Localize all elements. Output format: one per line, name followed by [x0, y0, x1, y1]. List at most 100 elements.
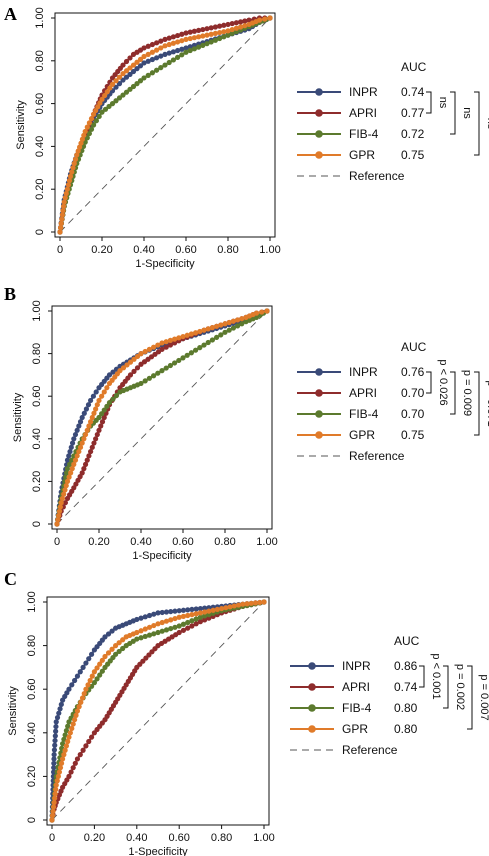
data-point: [146, 346, 152, 352]
data-point: [81, 690, 87, 697]
data-point: [142, 378, 148, 384]
data-point: [62, 195, 68, 201]
data-point: [57, 706, 63, 712]
data-point: [127, 86, 133, 92]
data-point: [187, 35, 193, 42]
data-point: [84, 457, 90, 463]
data-point: [63, 728, 70, 734]
data-point: [113, 392, 120, 399]
x-tick-label: 0.40: [133, 244, 154, 256]
data-point: [124, 362, 130, 368]
comparison-label: ns: [485, 118, 489, 130]
data-point: [221, 34, 227, 40]
data-point: [202, 617, 208, 623]
y-axis-title: Sensitivity: [12, 392, 24, 442]
data-point: [96, 113, 102, 120]
data-point: [67, 730, 73, 736]
data-point: [155, 621, 161, 627]
data-point: [99, 668, 105, 674]
comparison-bracket: [450, 91, 456, 135]
data-point: [179, 38, 185, 44]
y-tick-label: 0.80: [34, 50, 46, 71]
data-point: [170, 49, 176, 55]
data-point: [204, 41, 210, 47]
data-point: [170, 34, 176, 40]
data-point: [175, 32, 181, 39]
data-point: [163, 339, 169, 345]
y-tick-label: 1.00: [34, 7, 46, 28]
data-point: [131, 356, 137, 362]
data-point: [79, 414, 85, 421]
data-point: [61, 736, 67, 742]
y-tick-label: 0.60: [31, 385, 43, 406]
data-point: [197, 614, 203, 620]
data-point: [138, 628, 144, 634]
data-point: [82, 431, 89, 438]
data-point: [117, 368, 123, 374]
data-point: [180, 607, 187, 613]
data-point: [202, 609, 208, 615]
x-tick-label: 0.80: [217, 244, 238, 256]
data-point: [141, 60, 147, 66]
data-point: [176, 608, 182, 614]
data-point: [222, 329, 228, 335]
data-point: [80, 664, 86, 671]
data-point: [217, 35, 223, 42]
y-tick-label: 0.20: [31, 471, 43, 492]
data-point: [99, 96, 105, 102]
x-tick-label: 1.00: [259, 244, 280, 256]
data-point: [227, 604, 233, 610]
data-point: [196, 27, 202, 34]
legend-swatch-marker: [308, 683, 316, 691]
data-point: [221, 29, 227, 35]
legend-label: APRI: [349, 386, 377, 400]
data-point: [149, 56, 155, 63]
data-point: [187, 29, 193, 35]
x-tick-label: 0.60: [172, 536, 193, 548]
data-point: [172, 624, 178, 630]
data-point: [134, 636, 140, 642]
data-point: [175, 39, 181, 45]
data-point: [83, 660, 89, 666]
data-point: [120, 637, 126, 643]
data-point: [163, 609, 170, 615]
reference-line: [51, 601, 265, 821]
data-point: [64, 466, 71, 472]
data-point: [208, 31, 214, 37]
data-point: [78, 140, 84, 146]
data-point: [65, 723, 71, 729]
data-point: [138, 351, 144, 357]
panel-label: A: [4, 4, 17, 24]
data-point: [53, 786, 59, 793]
y-tick-label: 0.20: [26, 766, 38, 787]
data-point: [51, 747, 58, 753]
data-point: [200, 33, 206, 39]
y-tick-label: 0.40: [31, 428, 43, 449]
data-point: [116, 95, 123, 101]
data-point: [218, 332, 224, 338]
data-point: [225, 21, 231, 28]
data-point: [197, 328, 203, 335]
data-point: [72, 717, 78, 723]
data-point: [66, 719, 72, 725]
data-point: [74, 756, 81, 762]
data-point: [123, 68, 130, 74]
data-point: [63, 190, 69, 197]
data-point: [183, 45, 189, 51]
data-point: [78, 699, 84, 705]
data-point: [64, 478, 71, 484]
data-point: [218, 322, 224, 328]
data-point: [60, 208, 66, 214]
data-point: [134, 616, 140, 623]
data-point: [235, 323, 241, 329]
data-point: [180, 621, 187, 627]
data-point: [58, 701, 64, 708]
data-point: [261, 599, 267, 605]
data-point: [85, 402, 92, 408]
data-point: [97, 672, 103, 678]
comparison-bracket: [474, 371, 480, 436]
legend-label: FIB-4: [342, 701, 372, 715]
data-point: [55, 517, 61, 523]
data-point: [91, 680, 97, 686]
legend-title: AUC: [401, 60, 427, 74]
